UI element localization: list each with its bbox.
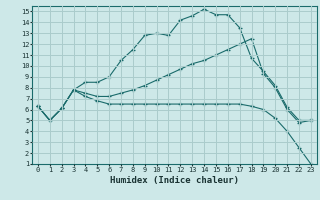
X-axis label: Humidex (Indice chaleur): Humidex (Indice chaleur) xyxy=(110,176,239,185)
